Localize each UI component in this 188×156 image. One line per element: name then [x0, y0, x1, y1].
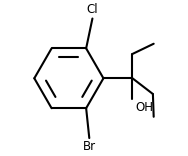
Text: OH: OH — [136, 101, 154, 114]
Text: Br: Br — [83, 140, 96, 153]
Text: Cl: Cl — [87, 3, 98, 16]
